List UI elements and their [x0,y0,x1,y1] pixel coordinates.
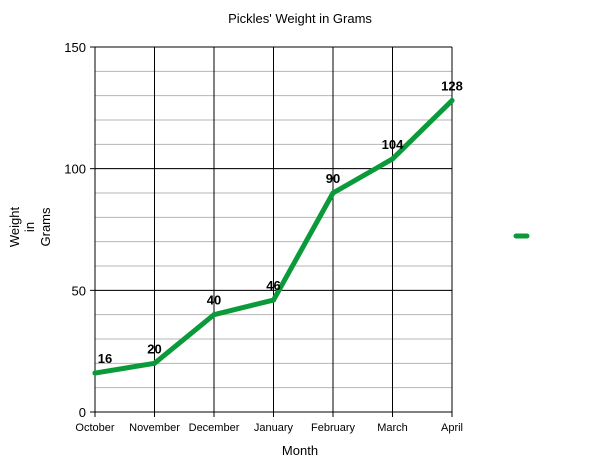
x-axis-label: Month [282,443,318,458]
grid [94,46,453,413]
y-axis-ticks: 0 50 100 150 [64,40,95,420]
x-tick-label: March [377,422,408,434]
y-axis-label-line-3: Grams [38,207,53,247]
data-point [449,98,455,104]
x-tick-label: November [129,422,180,434]
y-axis-label: Weight in Grams [7,207,53,248]
axes [90,47,452,417]
data-label: 90 [326,171,340,186]
y-tick-label: 100 [64,162,86,177]
x-tick-label: October [75,422,114,434]
series [92,98,455,376]
x-tick-label: February [311,422,356,434]
y-axis-label-line-1: Weight [7,207,22,248]
data-label: 128 [441,79,463,94]
y-axis-label-line-2: in [22,222,37,232]
data-label: 46 [266,278,280,293]
x-tick-label: April [441,422,463,434]
chart-title: Pickles' Weight in Grams [228,11,372,26]
data-label: 40 [207,293,221,308]
data-point [152,360,157,366]
data-point [271,297,276,303]
y-tick-label: 0 [79,405,86,420]
y-tick-label: 150 [64,40,86,55]
data-label: 104 [382,137,404,152]
y-tick-label: 50 [72,283,86,298]
x-axis-ticks: October November December January February Ma… [75,412,463,434]
data-point [390,156,395,162]
x-tick-label: January [254,422,294,434]
data-point [92,370,98,376]
data-point [211,312,217,318]
data-point [330,190,336,196]
data-label: 16 [98,351,112,366]
x-tick-label: December [189,422,240,434]
data-labels: 16 20 40 46 90 104 128 [98,79,463,367]
data-label: 20 [147,341,161,356]
